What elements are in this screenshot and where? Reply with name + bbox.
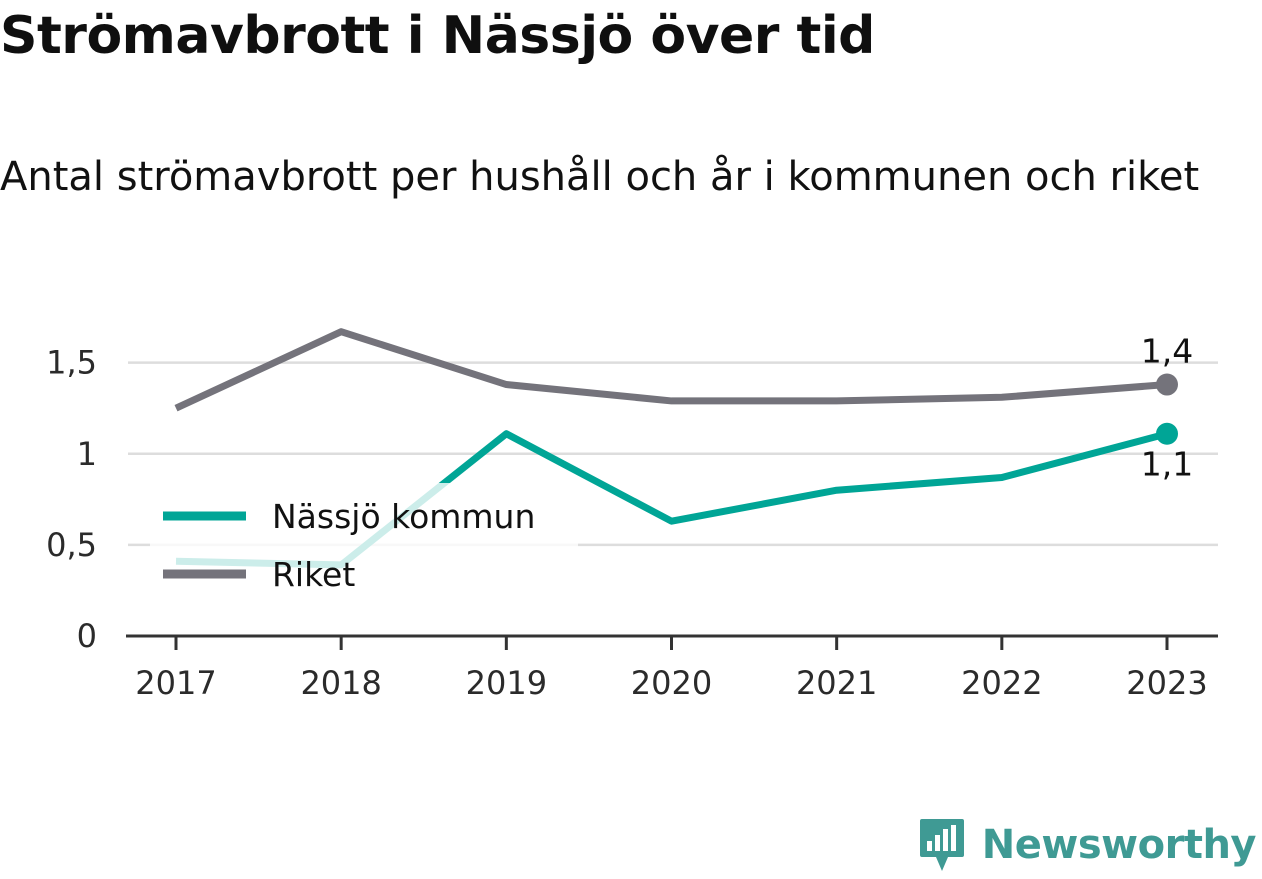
x-tick-label: 2018 bbox=[300, 664, 381, 702]
x-tick-label: 2023 bbox=[1126, 664, 1207, 702]
series-line-1 bbox=[174, 328, 1168, 412]
y-tick-label: 0 bbox=[77, 617, 97, 655]
y-tick-label: 1 bbox=[77, 435, 97, 473]
y-tick-label: 0,5 bbox=[46, 526, 97, 564]
x-tick-label: 2020 bbox=[631, 664, 712, 702]
x-tick-label: 2017 bbox=[135, 664, 216, 702]
brand-name: Newsworthy bbox=[981, 822, 1257, 868]
end-labels: 1,1 1,4 bbox=[1141, 332, 1193, 484]
brand: Newsworthy bbox=[918, 817, 1257, 873]
end-value-label: 1,1 bbox=[1141, 445, 1193, 484]
legend-label: Nässjö kommun bbox=[272, 497, 535, 536]
chart-subtitle: Antal strömavbrott per hushåll och år i … bbox=[0, 154, 1200, 200]
legend-background bbox=[150, 483, 578, 601]
x-tick-label: 2019 bbox=[466, 664, 547, 702]
chart-title: Strömavbrott i Nässjö över tid bbox=[0, 6, 875, 66]
y-tick-label: 1,5 bbox=[46, 344, 97, 382]
newsworthy-logo-icon bbox=[919, 819, 964, 871]
legend: Nässjö kommun Riket bbox=[150, 483, 578, 601]
x-tick-label: 2021 bbox=[796, 664, 877, 702]
axes: 0 0,5 1 1,5 2017 2018 2019 2020 2021 2022 2023 bbox=[46, 344, 1218, 702]
end-point-marker bbox=[1156, 422, 1178, 445]
x-tick-label: 2022 bbox=[961, 664, 1042, 702]
legend-label: Riket bbox=[272, 555, 355, 594]
end-point-marker bbox=[1156, 373, 1178, 396]
end-value-label: 1,4 bbox=[1141, 332, 1193, 371]
